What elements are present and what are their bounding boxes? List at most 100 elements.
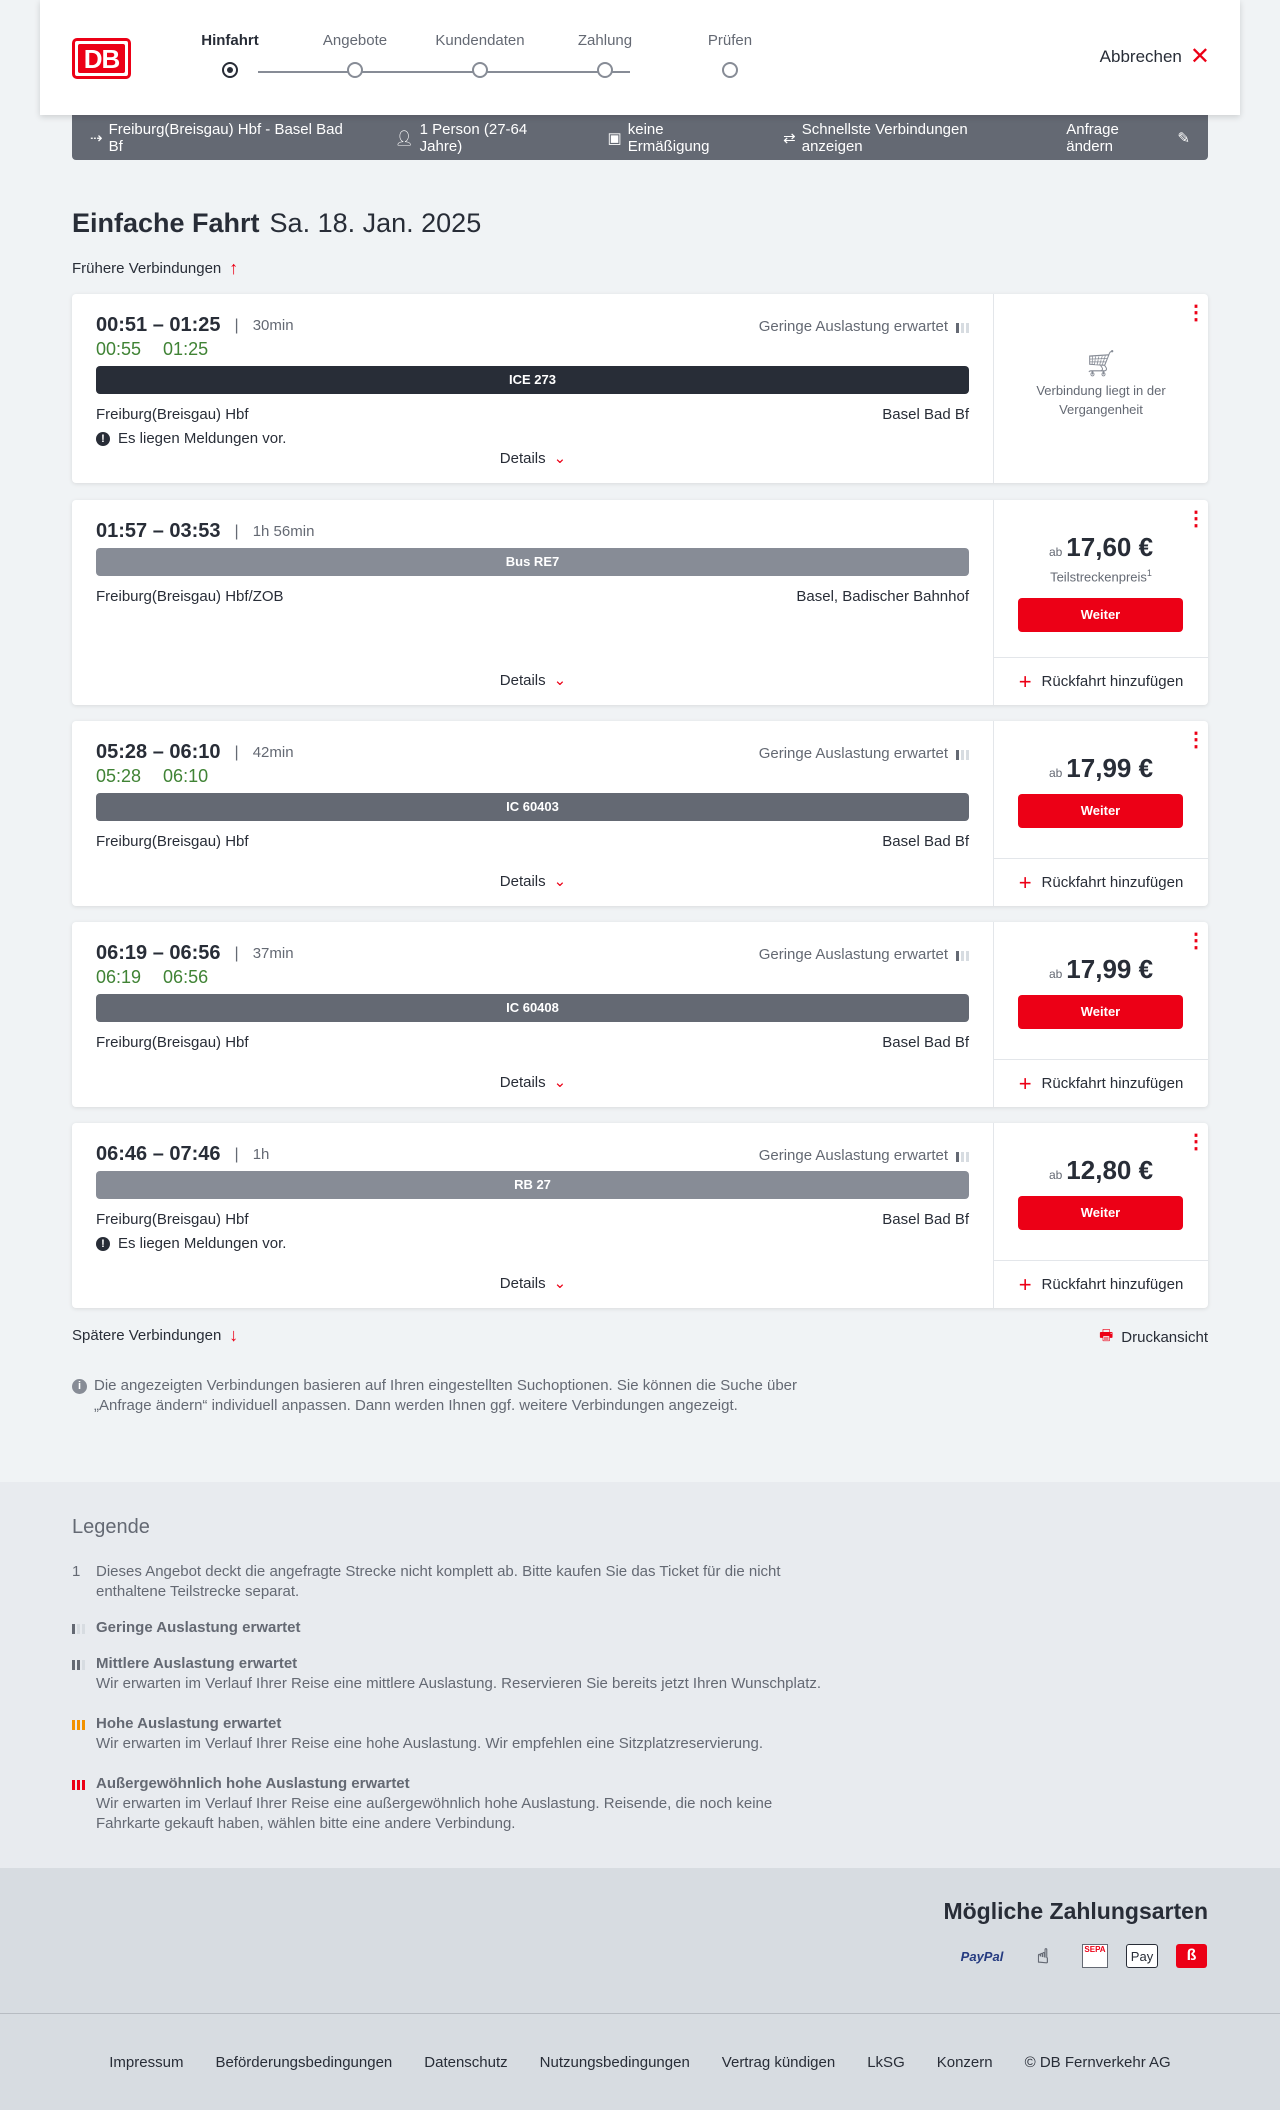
later-connections-link[interactable]: Spätere Verbindungen ↓ xyxy=(72,1325,238,1346)
continue-button[interactable]: Weiter xyxy=(1018,598,1183,632)
details-toggle[interactable]: Details ⌄ xyxy=(72,449,994,467)
more-options-icon[interactable]: ⋮ xyxy=(1186,302,1206,324)
travellers-text: 1 Person (27-64 Jahre) xyxy=(419,120,528,155)
more-options-icon[interactable]: ⋮ xyxy=(1186,930,1206,952)
contactless-card-icon: ☝︎ xyxy=(1036,1945,1050,1968)
occupancy-bar xyxy=(82,1624,85,1634)
step-dot xyxy=(472,62,488,78)
details-label: Details xyxy=(499,450,546,467)
duration: 37min xyxy=(252,945,294,962)
db-logo[interactable]: DB xyxy=(72,38,131,79)
footer-link[interactable]: Datenschutz xyxy=(424,2053,508,2071)
arrow-up-icon: ↑ xyxy=(229,258,239,278)
legend-item-title: Geringe Auslastung erwartet xyxy=(96,1619,301,1636)
duration: 30min xyxy=(252,317,294,334)
destination-station: Basel Bad Bf xyxy=(882,1034,969,1051)
continue-button[interactable]: Weiter xyxy=(1018,794,1183,828)
progress-line xyxy=(258,71,630,73)
legend-item: Mittlere Auslastung erwartet Wir erwarten… xyxy=(72,1654,832,1694)
connection-times: 00:51 – 01:25 | 30min xyxy=(96,314,294,337)
step-hinfahrt: Hinfahrt xyxy=(170,32,290,78)
legend-item-text: Wir erwarten im Verlauf Ihrer Reise eine… xyxy=(96,1795,773,1832)
print-view-link[interactable]: 🖶︎ Druckansicht xyxy=(1099,1325,1208,1350)
add-return-button[interactable]: + Rückfahrt hinzufügen xyxy=(994,1260,1208,1308)
legend-footnote: 1 Dieses Angebot deckt die angefragte Str… xyxy=(72,1562,832,1602)
occupancy-bar xyxy=(77,1624,80,1634)
cancel-button[interactable]: Abbrechen ✕ xyxy=(1100,45,1210,69)
footer-link[interactable]: Vertrag kündigen xyxy=(721,2053,836,2071)
footer-link[interactable]: Konzern xyxy=(936,2053,993,2071)
add-return-label: Rückfahrt hinzufügen xyxy=(1041,673,1184,690)
occupancy-info: Geringe Auslastung erwartet xyxy=(759,1147,969,1164)
offer-panel: ⋮ ab 12,80 € Weiter + Rückfahrt hinzufügen xyxy=(994,1123,1208,1308)
separator: | xyxy=(234,1145,239,1163)
duration: 1h xyxy=(252,1146,270,1163)
origin-station: Freiburg(Breisgau) Hbf xyxy=(96,833,249,850)
realtime-departure: 06:19 xyxy=(96,967,142,987)
occupancy-bar xyxy=(82,1660,85,1670)
message-notice: ! Es liegen Meldungen vor. xyxy=(96,430,286,447)
footer-link[interactable]: Impressum xyxy=(109,2053,184,2071)
occupancy-icon xyxy=(956,321,969,333)
train-bar[interactable]: RB 27 xyxy=(96,1171,969,1199)
legend-item: Hohe Auslastung erwartet Wir erwarten im … xyxy=(72,1714,832,1754)
plus-icon: + xyxy=(1018,1070,1032,1096)
footer-link[interactable]: Beförderungsbedingungen xyxy=(215,2053,393,2071)
footer-link[interactable]: LkSG xyxy=(867,2053,905,2071)
more-options-icon[interactable]: ⋮ xyxy=(1186,1131,1206,1153)
more-options-icon[interactable]: ⋮ xyxy=(1186,508,1206,530)
step-dot xyxy=(722,62,738,78)
bahncard-icon: ▣ xyxy=(607,129,622,147)
train-bar[interactable]: Bus RE7 xyxy=(96,548,969,576)
legend-item-title: Mittlere Auslastung erwartet xyxy=(96,1655,298,1672)
earlier-connections-link[interactable]: Frühere Verbindungen ↑ xyxy=(72,258,238,279)
print-label: Druckansicht xyxy=(1121,1329,1208,1346)
more-options-icon[interactable]: ⋮ xyxy=(1186,729,1206,751)
occupancy-icon xyxy=(956,748,969,760)
step-zahlung: Zahlung xyxy=(545,32,665,78)
add-return-button[interactable]: + Rückfahrt hinzufügen xyxy=(994,657,1208,705)
db-bonus-icon: ß xyxy=(1176,1944,1207,1968)
details-label: Details xyxy=(499,1275,546,1292)
past-text: Verbindung liegt in der Vergangenheit xyxy=(1036,383,1166,417)
info-icon: i xyxy=(72,1379,87,1394)
cart-disabled-icon: 🛒︎ xyxy=(1084,348,1118,378)
connection-times: 05:28 – 06:10 | 42min xyxy=(96,741,294,764)
train-bar[interactable]: ICE 273 xyxy=(96,366,969,394)
stations: Freiburg(Breisgau) Hbf Basel Bad Bf xyxy=(96,406,969,423)
step-label: Zahlung xyxy=(577,32,633,49)
add-return-button[interactable]: + Rückfahrt hinzufügen xyxy=(994,858,1208,906)
footer-link[interactable]: Nutzungsbedingungen xyxy=(539,2053,690,2071)
train-bar[interactable]: IC 60408 xyxy=(96,994,969,1022)
add-return-label: Rückfahrt hinzufügen xyxy=(1041,874,1184,891)
details-toggle[interactable]: Details ⌄ xyxy=(72,671,994,689)
step-label: Angebote xyxy=(322,32,388,49)
price-prefix: ab xyxy=(1048,545,1063,559)
origin-station: Freiburg(Breisgau) Hbf xyxy=(96,1034,249,1051)
details-toggle[interactable]: Details ⌄ xyxy=(72,1274,994,1292)
plus-icon: + xyxy=(1018,1271,1032,1297)
add-return-button[interactable]: + Rückfahrt hinzufügen xyxy=(994,1059,1208,1107)
connection-times: 06:19 – 06:56 | 37min xyxy=(96,942,294,965)
footnote-number: 1 xyxy=(72,1563,81,1580)
trip-type: Einfache Fahrt xyxy=(72,208,260,238)
price-value: 17,60 € xyxy=(1066,532,1154,562)
footer-links: Impressum Beförderungsbedingungen Datensch… xyxy=(0,2013,1280,2110)
offer-panel: ⋮ 🛒︎ Verbindung liegt in der Vergangenheit xyxy=(994,294,1208,483)
step-angebote: Angebote xyxy=(295,32,415,78)
continue-button[interactable]: Weiter xyxy=(1018,995,1183,1029)
details-toggle[interactable]: Details ⌄ xyxy=(72,1073,994,1091)
occupancy-bar xyxy=(956,1151,959,1162)
details-label: Details xyxy=(499,1074,546,1091)
train-bar[interactable]: IC 60403 xyxy=(96,793,969,821)
connection-times: 01:57 – 03:53 | 1h 56min xyxy=(96,520,314,543)
stations: Freiburg(Breisgau) Hbf Basel Bad Bf xyxy=(96,1034,969,1051)
details-toggle[interactable]: Details ⌄ xyxy=(72,872,994,890)
continue-button[interactable]: Weiter xyxy=(1018,1196,1183,1230)
db-logo-text: DB xyxy=(78,44,125,74)
edit-search-button[interactable]: Anfrage ändern ✎ xyxy=(1066,121,1190,155)
progress-steps: Hinfahrt Angebote Kundendaten Zahlung Pr… xyxy=(170,32,770,92)
occupancy-bar xyxy=(966,749,969,760)
occupancy-text: Geringe Auslastung erwartet xyxy=(758,745,948,762)
occupancy-level-icon xyxy=(72,1658,85,1670)
